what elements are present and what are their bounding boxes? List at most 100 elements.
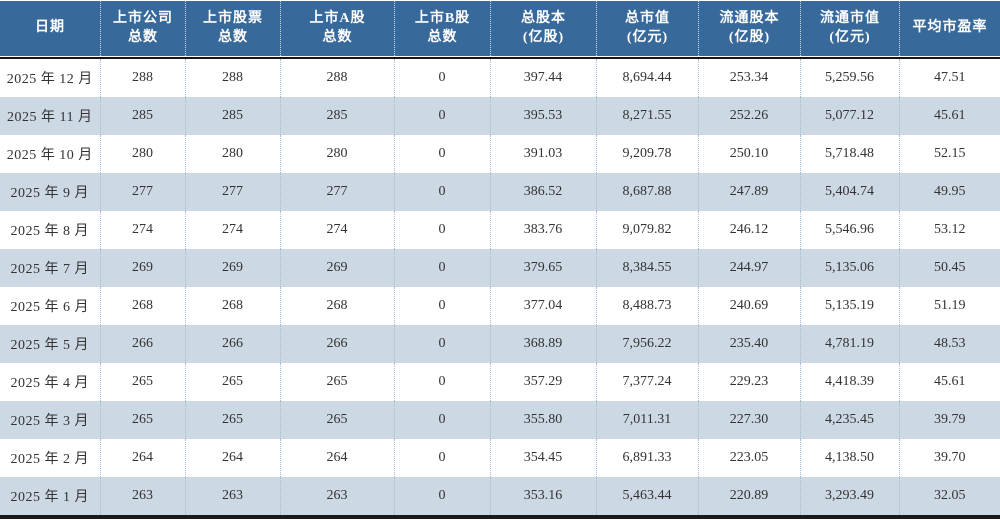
value-cell: 8,271.55 [595, 97, 698, 135]
value-cell: 45.61 [898, 97, 1000, 135]
value-cell: 0 [393, 287, 490, 325]
table-row: 2025 年 8 月 274 274 274 0 383.76 9,079.82 246.12… [0, 211, 1000, 249]
value-cell: 0 [393, 477, 490, 517]
value-cell: 277 [279, 173, 394, 211]
value-cell: 0 [393, 58, 490, 97]
table-row: 2025 年 12 月 288 288 288 0 397.44 8,694.44 253.3… [0, 58, 1000, 97]
value-cell: 223.05 [697, 439, 800, 477]
value-cell: 47.51 [898, 58, 1000, 97]
value-cell: 7,377.24 [595, 363, 698, 401]
value-cell: 266 [279, 325, 394, 363]
value-cell: 0 [393, 439, 490, 477]
table-row: 2025 年 6 月 268 268 268 0 377.04 8,488.73 240.69… [0, 287, 1000, 325]
value-cell: 9,209.78 [595, 135, 698, 173]
value-cell: 5,546.96 [799, 211, 899, 249]
date-cell: 2025 年 10 月 [6, 148, 93, 163]
value-cell: 5,135.06 [799, 249, 899, 287]
header-line2: (亿元) [626, 29, 669, 45]
value-cell: 277 [184, 173, 280, 211]
value-cell: 235.40 [697, 325, 800, 363]
column-header: 上市A股 总数 [280, 1, 394, 59]
header-line2: (亿股) [728, 29, 771, 45]
value-cell: 6,891.33 [595, 439, 698, 477]
value-cell: 269 [279, 249, 394, 287]
table-row: 2025 年 11 月 285 285 285 0 395.53 8,271.55 252.2… [0, 97, 1000, 135]
value-cell: 265 [279, 363, 394, 401]
table-body: 2025 年 12 月 288 288 288 0 397.44 8,694.44 253.3… [0, 58, 1000, 517]
value-cell: 268 [279, 287, 394, 325]
date-cell: 2025 年 7 月 [10, 262, 89, 277]
value-cell: 0 [393, 363, 490, 401]
table-row: 2025 年 2 月 264 264 264 0 354.45 6,891.33 223.05… [0, 439, 1000, 477]
value-cell: 0 [393, 249, 490, 287]
value-cell: 5,404.74 [799, 173, 899, 211]
value-cell: 395.53 [489, 97, 596, 135]
value-cell: 0 [393, 211, 490, 249]
value-cell: 274 [99, 211, 185, 249]
header-line1: 流通股本 [719, 11, 780, 27]
value-cell: 368.89 [489, 325, 596, 363]
column-header-label: 平均市盈率 [899, 1, 1000, 56]
value-cell: 0 [393, 401, 490, 439]
value-cell: 49.95 [898, 173, 1000, 211]
date-cell: 2025 年 12 月 [6, 72, 93, 87]
value-cell: 263 [279, 477, 394, 517]
value-cell: 264 [99, 439, 185, 477]
column-header: 上市B股 总数 [394, 1, 490, 59]
value-cell: 265 [99, 401, 185, 439]
value-cell: 246.12 [697, 211, 800, 249]
value-cell: 229.23 [697, 363, 800, 401]
value-cell: 53.12 [898, 211, 1000, 249]
header-row: 日期 上市公司 总数 上市股票 总数 上市A股 总数 上市B股 总数 总股本 (亿股) 总市值 (亿元)… [0, 1, 1000, 59]
value-cell: 268 [184, 287, 280, 325]
value-cell: 357.29 [489, 363, 596, 401]
value-cell: 32.05 [898, 477, 1000, 517]
value-cell: 5,135.19 [799, 287, 899, 325]
column-header-label: 流通股本 (亿股) [698, 1, 800, 56]
date-cell: 2025 年 3 月 [10, 414, 89, 429]
table-row: 2025 年 3 月 265 265 265 0 355.80 7,011.31 227.30… [0, 401, 1000, 439]
value-cell: 280 [279, 135, 394, 173]
value-cell: 39.79 [898, 401, 1000, 439]
value-cell: 5,259.56 [799, 58, 899, 97]
header-line2: (亿元) [829, 29, 871, 45]
value-cell: 244.97 [697, 249, 800, 287]
value-cell: 5,718.48 [799, 135, 899, 173]
value-cell: 285 [99, 97, 185, 135]
value-cell: 8,687.88 [595, 173, 698, 211]
header-line2: 总数 [128, 29, 158, 45]
date-cell: 2025 年 8 月 [10, 224, 89, 239]
value-cell: 288 [279, 58, 394, 97]
value-cell: 253.34 [697, 58, 800, 97]
header-line1: 总市值 [625, 11, 670, 27]
value-cell: 377.04 [489, 287, 596, 325]
column-header: 平均市盈率 [899, 1, 1000, 59]
value-cell: 274 [184, 211, 280, 249]
value-cell: 247.89 [697, 173, 800, 211]
value-cell: 51.19 [898, 287, 1000, 325]
column-header-label: 上市公司 总数 [100, 1, 185, 56]
value-cell: 4,781.19 [799, 325, 899, 363]
value-cell: 7,956.22 [595, 325, 698, 363]
value-cell: 285 [279, 97, 394, 135]
value-cell: 5,463.44 [595, 477, 698, 517]
value-cell: 277 [99, 173, 185, 211]
value-cell: 353.16 [489, 477, 596, 517]
value-cell: 250.10 [697, 135, 800, 173]
value-cell: 45.61 [898, 363, 1000, 401]
value-cell: 0 [393, 325, 490, 363]
value-cell: 288 [99, 58, 185, 97]
table-row: 2025 年 7 月 269 269 269 0 379.65 8,384.55 244.97… [0, 249, 1000, 287]
table-row: 2025 年 10 月 280 280 280 0 391.03 9,209.78 250.1… [0, 135, 1000, 173]
value-cell: 383.76 [489, 211, 596, 249]
value-cell: 4,235.45 [799, 401, 899, 439]
column-header: 上市公司 总数 [100, 1, 185, 59]
value-cell: 8,488.73 [595, 287, 698, 325]
header-line2: (亿股) [522, 29, 565, 45]
column-header-label: 总股本 (亿股) [490, 1, 596, 56]
value-cell: 269 [184, 249, 280, 287]
header-line1: 流通市值 [820, 11, 880, 27]
header-line1: 日期 [35, 20, 65, 36]
column-header: 流通股本 (亿股) [698, 1, 800, 59]
column-header: 日期 [0, 1, 100, 59]
